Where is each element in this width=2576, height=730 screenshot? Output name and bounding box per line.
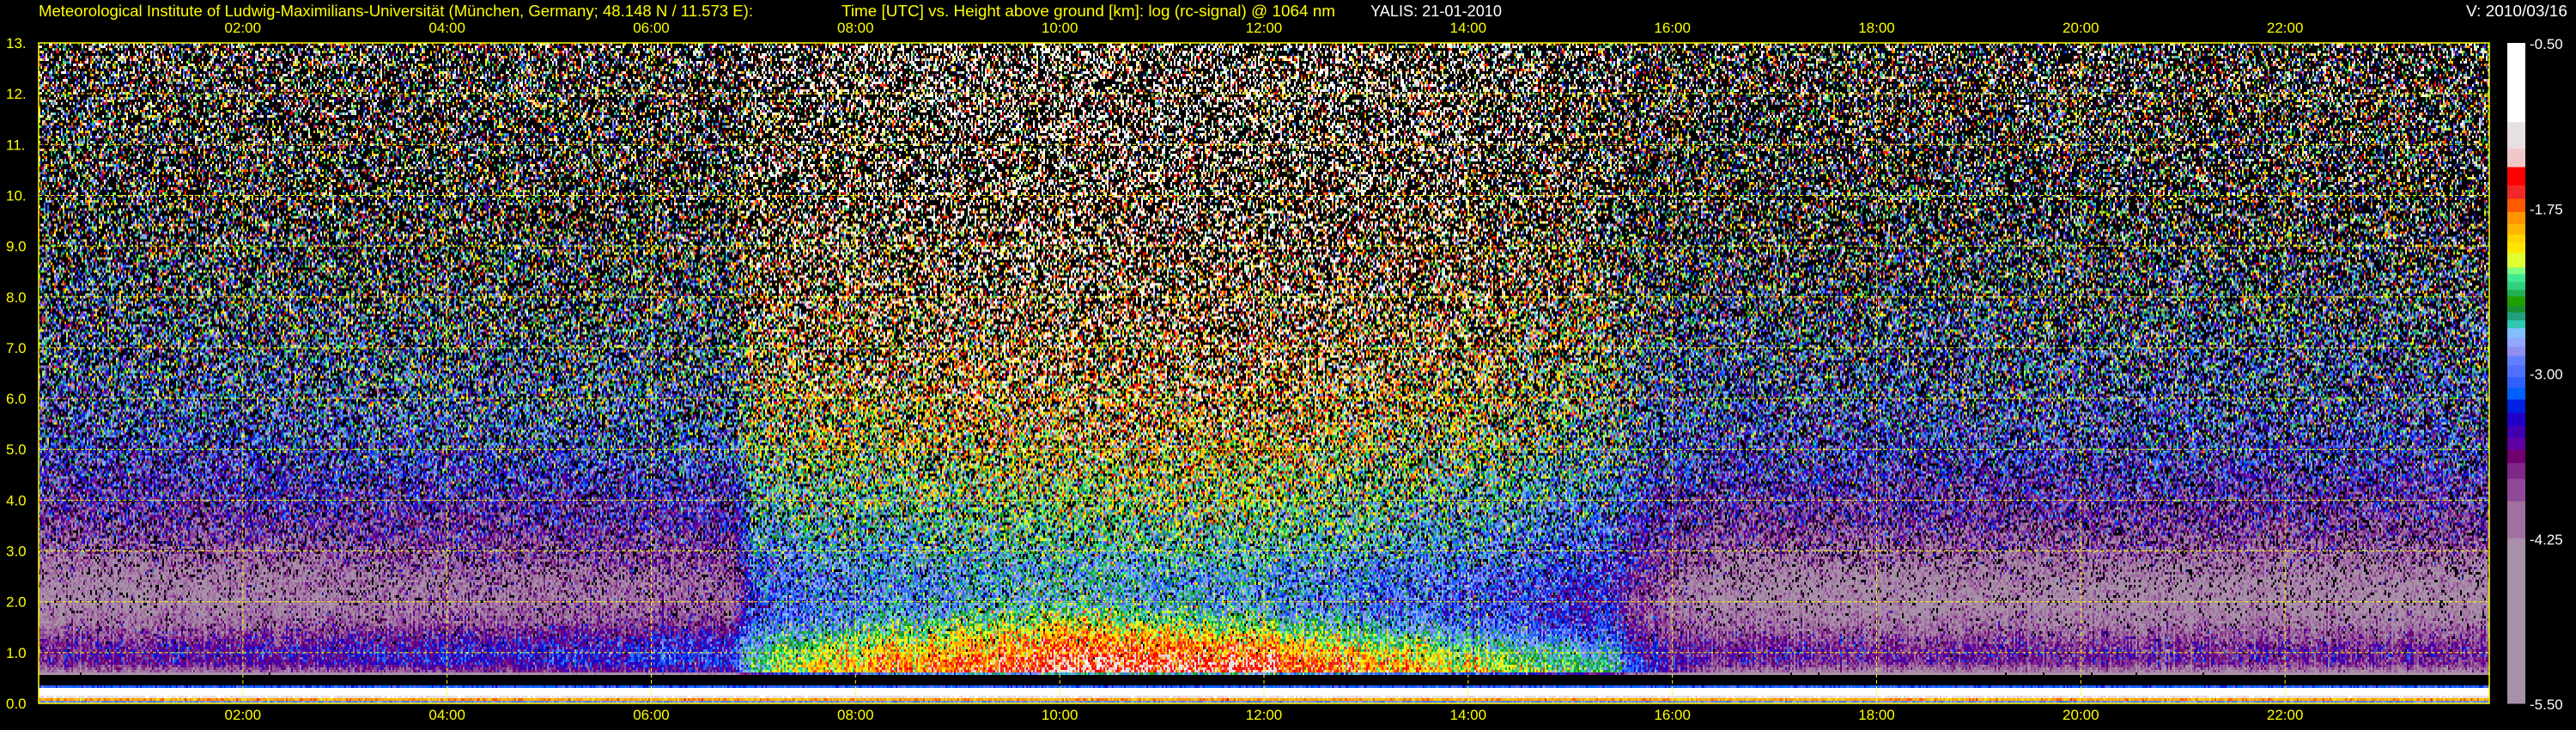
colorbar-segment [2507, 478, 2525, 502]
colorbar-segment [2507, 449, 2525, 464]
bottom-time-axis: 02:00 04:00 06:00 08:00 10:00 12:00 14:00 16:00… [225, 707, 2304, 723]
bottom-time-tick-label: 12:00 [1246, 707, 1283, 723]
height-tick-label: 2.0 [6, 594, 27, 611]
colorbar-tick-label: -5.50 [2530, 697, 2563, 713]
top-time-tick-label: 08:00 [837, 20, 874, 36]
bottom-time-tick-label: 14:00 [1450, 707, 1487, 723]
colorbar-segment [2507, 319, 2525, 329]
height-tick-label: 11. [6, 137, 25, 153]
colorbar-segment [2507, 186, 2525, 199]
colorbar-segment [2507, 399, 2525, 414]
instrument-date: YALIS: 21-01-2010 [1370, 3, 1502, 20]
colorbar-segment [2507, 252, 2525, 268]
bottom-time-tick-label: 02:00 [225, 707, 262, 723]
colorbar-segment [2507, 365, 2525, 378]
colorbar-segment [2507, 463, 2525, 480]
height-tick-label: 7.0 [6, 340, 27, 356]
colorbar [2507, 43, 2525, 704]
height-tick-label: 8.0 [6, 289, 27, 306]
colorbar-segment [2507, 267, 2525, 275]
colorbar-segment [2507, 149, 2525, 168]
colorbar-segment [2507, 234, 2525, 243]
height-tick-label: 12. [6, 86, 27, 102]
top-time-tick-label: 14:00 [1450, 20, 1487, 36]
top-time-tick-label: 22:00 [2267, 20, 2304, 36]
colorbar-segment [2507, 122, 2525, 149]
colorbar-segment [2507, 289, 2525, 297]
colorbar-tick-labels: -0.50 -1.75 -3.00 -4.25 -5.50 [2530, 36, 2563, 713]
colorbar-tick-label: -4.25 [2530, 532, 2563, 548]
top-time-tick-label: 12:00 [1246, 20, 1283, 36]
colorbar-segment [2507, 426, 2525, 439]
top-time-tick-label: 20:00 [2063, 20, 2099, 36]
colorbar-segment [2507, 223, 2525, 235]
top-time-tick-label: 16:00 [1654, 20, 1691, 36]
top-time-tick-label: 18:00 [1858, 20, 1895, 36]
colorbar-segment [2507, 274, 2525, 283]
bottom-time-tick-label: 06:00 [633, 707, 670, 723]
height-tick-label: 3.0 [6, 544, 27, 560]
bottom-time-tick-label: 10:00 [1042, 707, 1078, 723]
bottom-time-tick-label: 20:00 [2063, 707, 2099, 723]
colorbar-segment [2507, 346, 2525, 357]
colorbar-segment [2507, 198, 2525, 213]
height-tick-label: 6.0 [6, 391, 27, 407]
top-time-axis: 02:00 04:00 06:00 08:00 10:00 12:00 14:00 16:00… [225, 20, 2304, 36]
top-time-tick-label: 04:00 [428, 20, 465, 36]
plot-description: Time [UTC] vs. Height above ground [km]:… [841, 3, 1335, 20]
version-label: V: 2010/03/16 [2466, 3, 2567, 20]
bottom-time-tick-label: 18:00 [1858, 707, 1895, 723]
colorbar-segment [2507, 412, 2525, 427]
height-tick-label: 4.0 [6, 492, 27, 508]
plot-frame [38, 42, 2490, 704]
colorbar-segment [2507, 242, 2525, 254]
colorbar-tick-label: -3.00 [2530, 367, 2563, 383]
colorbar-segment [2507, 437, 2525, 451]
bottom-time-tick-label: 16:00 [1654, 707, 1691, 723]
institute-title: Meteorological Institute of Ludwig-Maxim… [39, 3, 753, 20]
bottom-time-tick-label: 22:00 [2267, 707, 2304, 723]
height-tick-label: 10. [6, 187, 27, 204]
colorbar-tick-label: -1.75 [2530, 201, 2563, 217]
colorbar-tick-label: -0.50 [2530, 36, 2563, 52]
colorbar-segment [2507, 337, 2525, 348]
height-tick-label: 1.0 [6, 645, 27, 661]
colorbar-segment [2507, 538, 2525, 704]
colorbar-segment [2507, 501, 2525, 539]
colorbar-segment [2507, 43, 2525, 123]
height-tick-label: 13. [6, 35, 27, 52]
colorbar-segment [2507, 387, 2525, 400]
height-tick-label: 5.0 [6, 441, 27, 458]
top-time-tick-label: 02:00 [225, 20, 262, 36]
colorbar-segment [2507, 306, 2525, 313]
colorbar-segment [2507, 356, 2525, 366]
height-axis: 0.0 1.0 2.0 3.0 4.0 5.0 6.0 7.0 8.0 9.0 10. 11. 12. 1… [6, 35, 27, 712]
colorbar-segment [2507, 282, 2525, 291]
colorbar-segment [2507, 312, 2525, 321]
bottom-time-tick-label: 08:00 [837, 707, 874, 723]
colorbar-segment [2507, 167, 2525, 186]
top-time-tick-label: 10:00 [1042, 20, 1078, 36]
height-tick-label: 0.0 [6, 696, 27, 712]
colorbar-segment [2507, 211, 2525, 225]
colorbar-segment [2507, 328, 2525, 338]
colorbar-segment [2507, 296, 2525, 307]
colorbar-segment [2507, 377, 2525, 388]
bottom-time-tick-label: 04:00 [428, 707, 465, 723]
top-time-tick-label: 06:00 [633, 20, 670, 36]
height-tick-label: 9.0 [6, 239, 27, 255]
grid-lines [39, 43, 2489, 703]
